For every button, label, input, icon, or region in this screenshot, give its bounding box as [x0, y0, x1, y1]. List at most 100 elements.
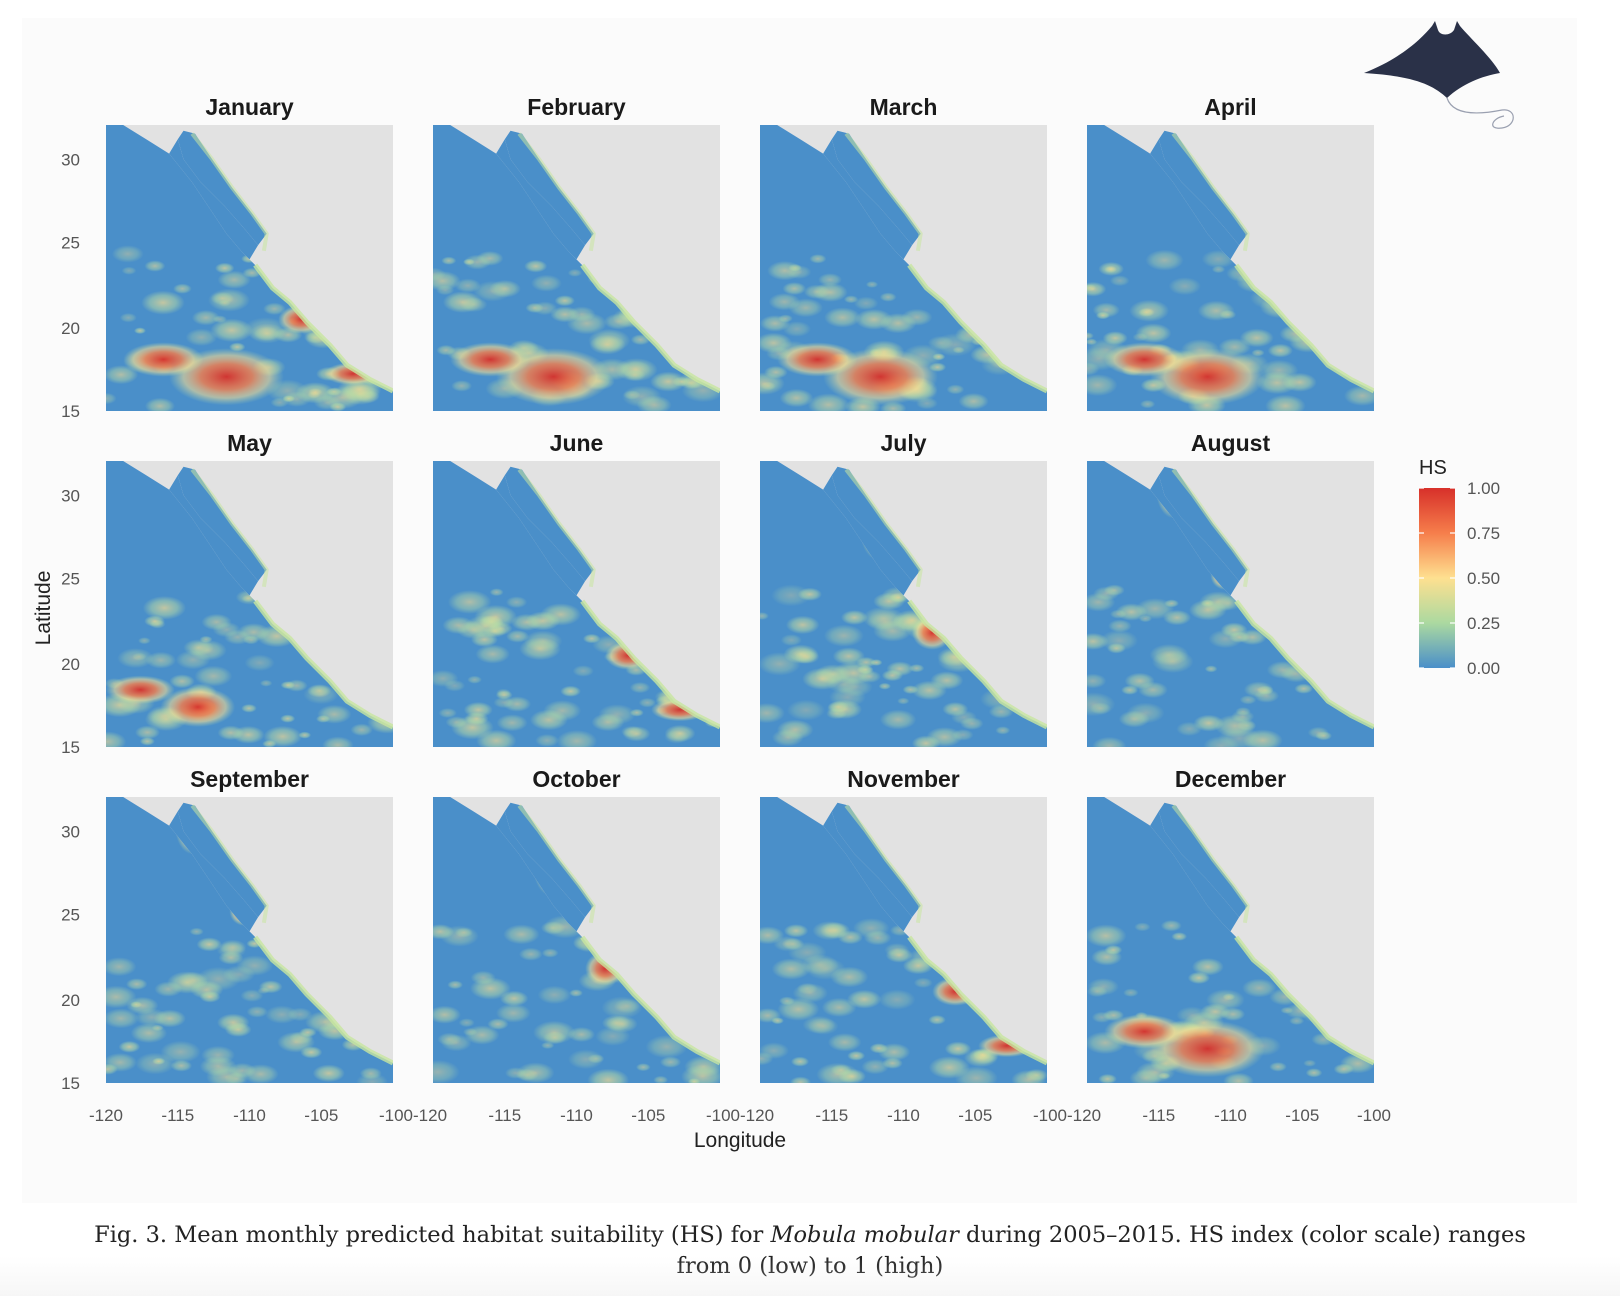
land	[777, 797, 1047, 1063]
map-panel-february: February	[433, 94, 720, 411]
peninsula	[496, 139, 586, 260]
latitude-tick: 25	[61, 569, 80, 588]
month-title: February	[527, 94, 626, 120]
gulf-band	[517, 468, 596, 588]
longitude-tick: -100-120	[706, 1106, 774, 1125]
month-title: August	[1191, 430, 1271, 456]
coastal-band	[580, 935, 720, 1066]
gulf-water	[504, 802, 594, 918]
latitude-tick: 15	[61, 738, 80, 757]
gulf-water	[1158, 802, 1248, 918]
gulf-water	[1158, 130, 1248, 246]
longitude-tick: -110	[560, 1106, 593, 1125]
month-title: May	[227, 430, 272, 456]
land	[1104, 125, 1374, 391]
legend-tick: 1.00	[1467, 479, 1500, 498]
latitude-tick: 20	[61, 655, 80, 674]
legend-tick: 0.75	[1467, 524, 1500, 543]
manta-ray-icon	[1364, 21, 1514, 129]
latitude-tick: 20	[61, 991, 80, 1010]
figure-panel: January February March April May June July Augu…	[22, 18, 1577, 1203]
gulf-water	[831, 466, 921, 582]
latitude-tick: 15	[61, 1074, 80, 1093]
gulf-water	[177, 466, 267, 582]
gulf-band	[517, 804, 596, 924]
caption-suffix: during 2005–2015. HS index (color scale)…	[958, 1222, 1526, 1248]
month-title: December	[1175, 766, 1286, 792]
longitude-tick: -115	[488, 1106, 521, 1125]
latitude-tick: 30	[61, 486, 80, 505]
peninsula	[169, 811, 259, 932]
month-title: June	[550, 430, 604, 456]
coastal-band	[253, 263, 393, 394]
legend-tick: 0.50	[1467, 569, 1500, 588]
coastal-band	[907, 935, 1047, 1066]
hotspot	[1104, 1014, 1185, 1049]
coastal-band	[907, 599, 1047, 730]
caption-species: Mobula mobular	[770, 1222, 959, 1248]
latitude-tick: 30	[61, 150, 80, 169]
gulf-water	[831, 130, 921, 246]
coastal-band	[907, 263, 1047, 394]
peninsula	[1150, 475, 1240, 596]
coastal-band	[253, 599, 393, 730]
figure-caption: Fig. 3. Mean monthly predicted habitat s…	[0, 1220, 1620, 1282]
hs-legend: HS 1.00 0.75 0.50 0.25 0.00	[1419, 457, 1500, 678]
gulf-band	[190, 132, 269, 252]
caption-line-1: Fig. 3. Mean monthly predicted habitat s…	[0, 1220, 1620, 1251]
gulf-band	[190, 804, 269, 924]
gulf-water	[504, 466, 594, 582]
map-panel-june: June	[433, 430, 720, 747]
gulf-band	[1171, 132, 1250, 252]
land	[1104, 797, 1374, 1063]
coastal-band	[1234, 263, 1374, 394]
peninsula	[496, 811, 586, 932]
hotspot	[450, 342, 531, 377]
land	[123, 797, 393, 1063]
map-panel-january: January	[106, 94, 393, 411]
hotspot	[1104, 342, 1185, 377]
month-title: March	[870, 94, 938, 120]
month-title: July	[880, 430, 926, 456]
peninsula	[1150, 811, 1240, 932]
longitude-tick: -115	[1142, 1106, 1175, 1125]
peninsula	[496, 475, 586, 596]
legend-colorbar	[1419, 488, 1455, 668]
coastal-band	[1234, 935, 1374, 1066]
y-axis-title: Latitude	[32, 571, 55, 646]
map-panel-november: November	[760, 766, 1047, 1083]
land	[777, 125, 1047, 391]
land	[777, 461, 1047, 727]
coastal-band	[1234, 599, 1374, 730]
legend-title: HS	[1419, 457, 1447, 479]
longitude-tick: -105	[958, 1106, 992, 1125]
gulf-water	[177, 802, 267, 918]
peninsula	[1150, 139, 1240, 260]
longitude-tick: -105	[304, 1106, 338, 1125]
month-title: September	[190, 766, 309, 792]
land	[450, 461, 720, 727]
gulf-band	[844, 468, 923, 588]
longitude-tick: -110	[1214, 1106, 1247, 1125]
peninsula	[823, 139, 913, 260]
month-title: January	[205, 94, 293, 120]
month-title: November	[847, 766, 960, 792]
gulf-band	[190, 468, 269, 588]
gulf-water	[1158, 466, 1248, 582]
hotspot	[160, 687, 236, 727]
latitude-tick: 25	[61, 233, 80, 252]
caption-line-2: from 0 (low) to 1 (high)	[676, 1253, 944, 1279]
map-panel-october: October	[433, 766, 720, 1083]
gulf-band	[844, 132, 923, 252]
map-panel-july: July	[760, 430, 1047, 747]
coastal-band	[253, 935, 393, 1066]
gulf-band	[1171, 468, 1250, 588]
latitude-tick: 25	[61, 905, 80, 924]
coastal-band	[580, 263, 720, 394]
caption-prefix: Fig. 3. Mean monthly predicted habitat s…	[94, 1222, 771, 1248]
figure-svg: January February March April May June July Augu…	[32, 21, 1514, 1152]
latitude-tick: 20	[61, 319, 80, 338]
peninsula	[823, 811, 913, 932]
peninsula	[169, 139, 259, 260]
map-panel-september: September	[106, 766, 393, 1083]
